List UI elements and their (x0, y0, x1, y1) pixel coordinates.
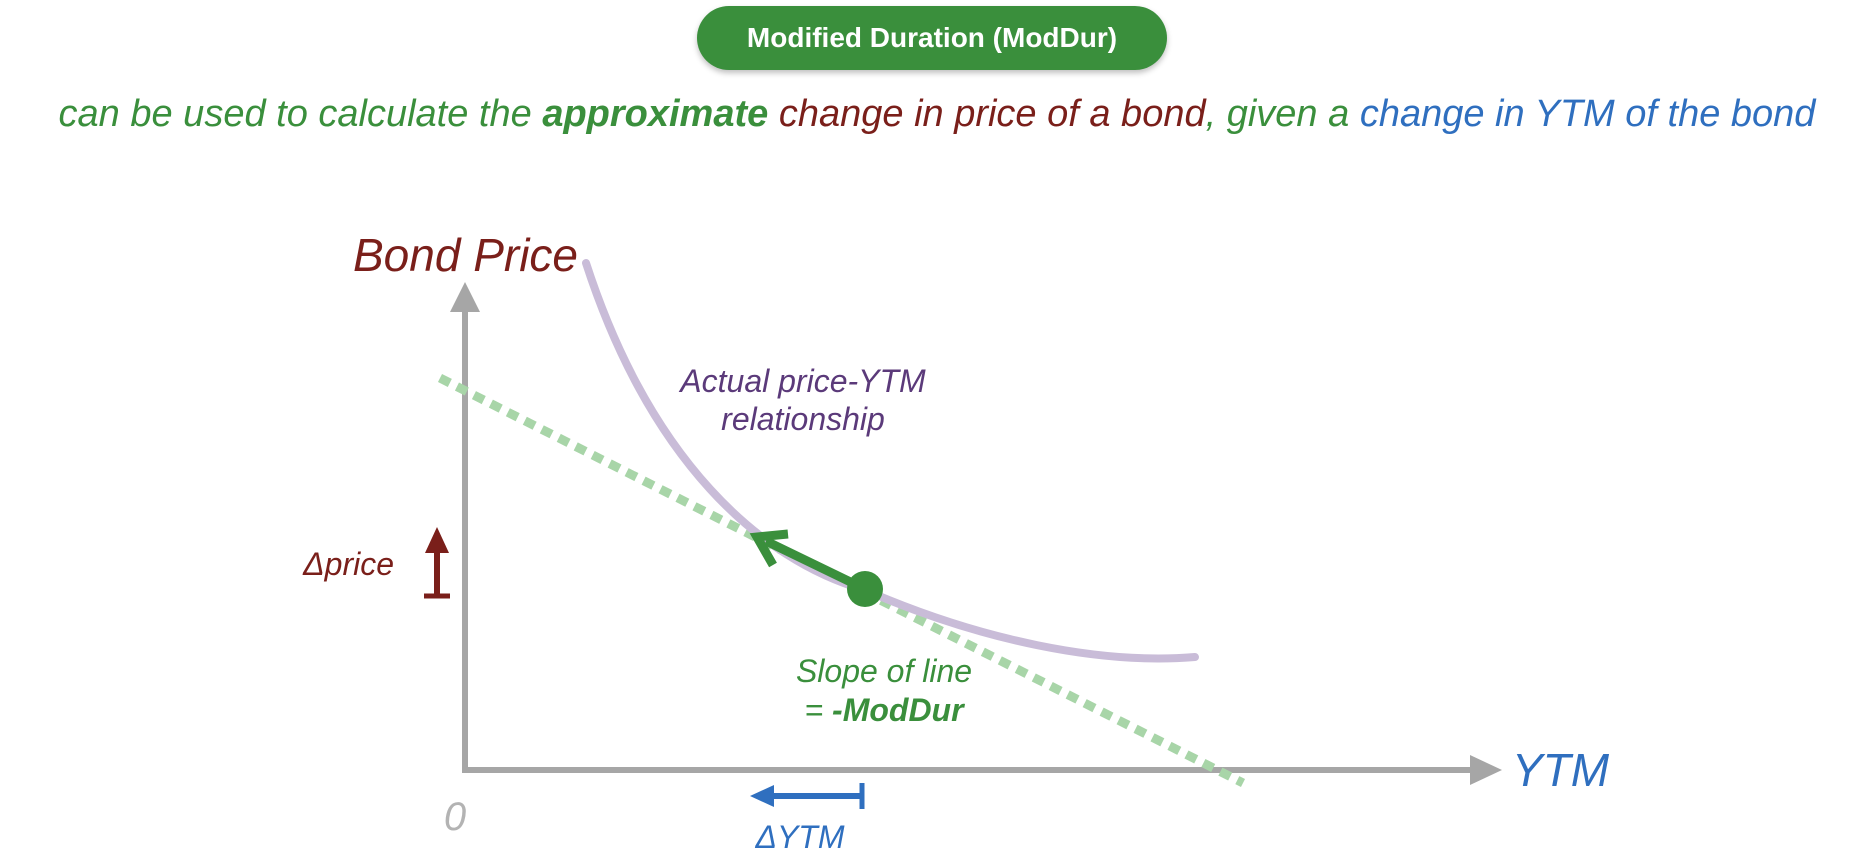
tangent-point (847, 571, 883, 607)
slope-label-line1: Slope of line (796, 653, 972, 689)
delta-price-arrowhead (425, 527, 449, 553)
curve-label-line2: relationship (721, 401, 885, 437)
tangent-line (437, 373, 1246, 788)
title-label: Modified Duration (ModDur) (746, 22, 1118, 53)
curve-label-line1: Actual price-YTM (678, 363, 926, 399)
title-pill: Modified Duration (ModDur) (697, 6, 1167, 70)
x-axis-arrowhead (1470, 755, 1502, 785)
subtitle-part1: can be used to calculate the (58, 93, 543, 135)
subtitle-part4: , given a (1205, 93, 1360, 135)
origin-label: 0 (444, 795, 466, 839)
y-axis-label: Bond Price (353, 229, 578, 281)
slope-label-value: -ModDur (832, 692, 965, 728)
delta-ytm-arrowhead (750, 785, 774, 807)
delta-price-label: Δprice (302, 546, 394, 582)
subtitle-price-change: change in price of a bond (768, 93, 1206, 135)
x-axis-label: YTM (1512, 744, 1610, 796)
y-axis-arrowhead (450, 282, 480, 312)
subtitle: can be used to calculate the approximate… (0, 90, 1874, 138)
slope-arrow-head (749, 529, 789, 568)
subtitle-ytm-change: change in YTM of the bond (1359, 93, 1816, 135)
price-ytm-curve (582, 259, 1199, 663)
slope-label-line2: = -ModDur (804, 692, 965, 728)
delta-ytm-label: ΔYTM (754, 819, 844, 855)
subtitle-emphasis: approximate (542, 93, 769, 135)
slope-label-prefix: = (804, 692, 832, 728)
